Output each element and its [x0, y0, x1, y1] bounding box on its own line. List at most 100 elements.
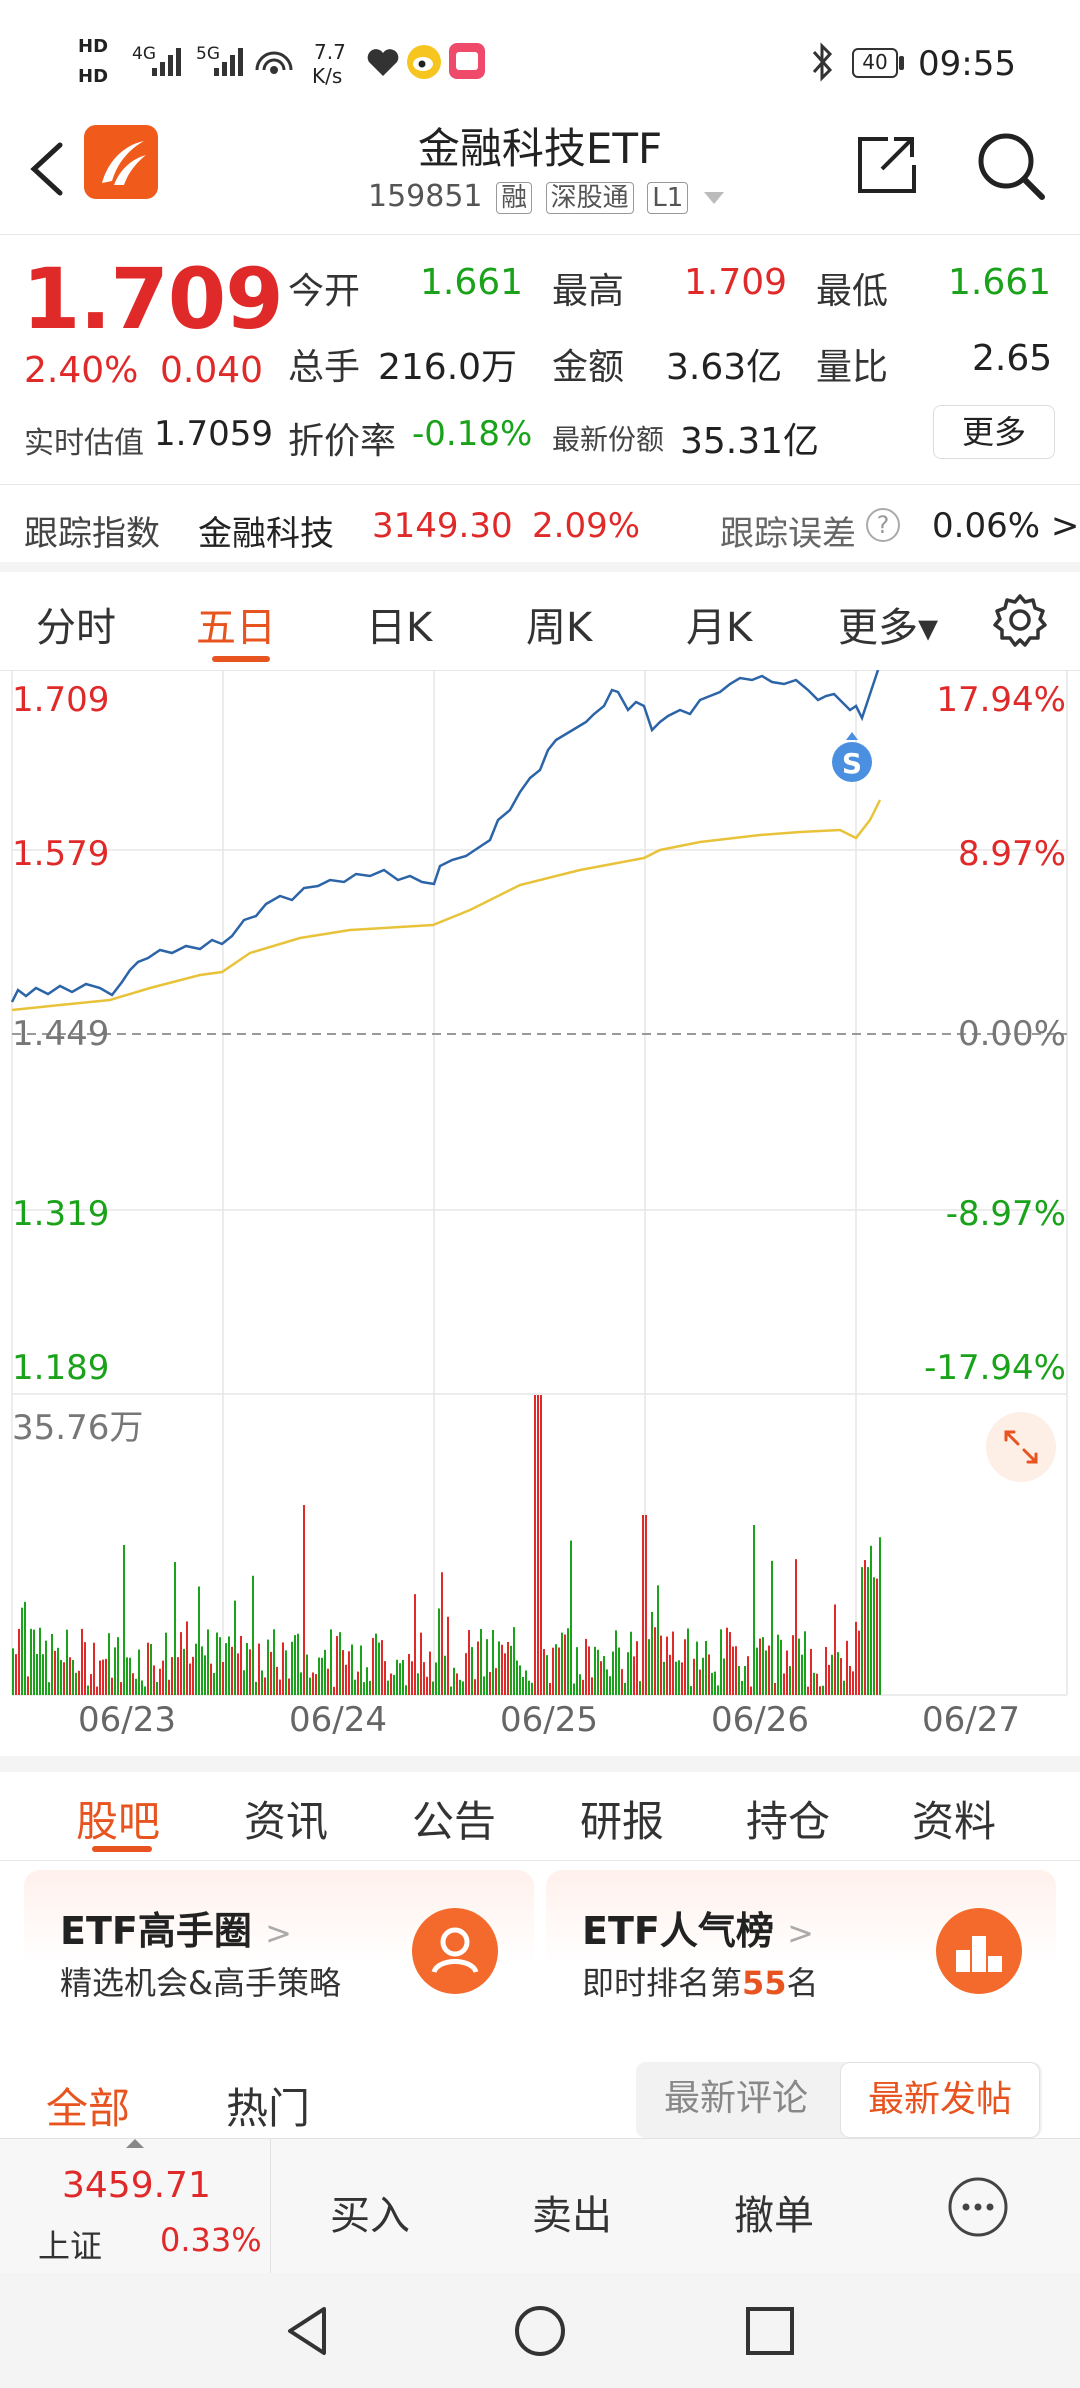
app-notification-icon	[449, 43, 485, 79]
volume-bar	[615, 1630, 617, 1695]
pct-axis-label-mid: 0.00%	[957, 1014, 1066, 1054]
volume-bar	[660, 1635, 662, 1695]
volume-bar	[588, 1646, 590, 1695]
volume-bar	[861, 1567, 863, 1695]
volume-bar	[564, 1634, 566, 1695]
help-icon[interactable]: ?	[866, 508, 900, 542]
volume-bar	[327, 1668, 329, 1695]
feed-tab-hot[interactable]: 热门	[226, 2084, 311, 2133]
hotspot-icon	[255, 51, 293, 74]
share-icon[interactable]	[856, 133, 918, 195]
volume-bar	[258, 1643, 260, 1695]
sort-latest-post[interactable]: 最新发帖	[840, 2062, 1040, 2138]
volume-bar	[72, 1659, 74, 1695]
tab-weekly-k[interactable]: 周K	[526, 605, 593, 651]
change-amount: 0.040	[160, 350, 264, 391]
tracking-index-name[interactable]: 金融科技	[198, 514, 334, 554]
more-quote-button[interactable]: 更多	[933, 405, 1055, 459]
y-axis-label-bottom: 1.189	[12, 1348, 110, 1388]
volume-bar	[654, 1627, 656, 1695]
signal-marker[interactable]	[832, 742, 872, 782]
volume-bar	[246, 1643, 248, 1695]
tab-holdings[interactable]: 持仓	[746, 1797, 831, 1846]
amount-value: 3.63亿	[666, 347, 783, 388]
tab-research[interactable]: 研报	[580, 1797, 665, 1846]
volume-bar	[756, 1647, 758, 1695]
pct-axis-label-lower: -8.97%	[945, 1194, 1066, 1234]
five-day-chart[interactable]: S	[0, 670, 1080, 1700]
heart-app-icon	[367, 49, 399, 76]
nav-recents-icon[interactable]	[744, 2305, 796, 2357]
more-options-icon[interactable]	[946, 2175, 1010, 2239]
tab-daily-k[interactable]: 日K	[366, 605, 433, 651]
group-icon	[431, 1927, 479, 1974]
volume-bar	[738, 1666, 740, 1695]
volume-bar	[159, 1668, 161, 1695]
volume-bar	[642, 1515, 644, 1695]
volume-bar	[807, 1686, 809, 1695]
volume-bar	[126, 1657, 128, 1695]
tab-monthly-k[interactable]: 月K	[686, 605, 753, 651]
iopv-label: 实时估值	[24, 426, 144, 461]
volume-bar	[762, 1637, 764, 1695]
etf-popularity-card[interactable]: ETF人气榜 > 即时排名第55名	[546, 1870, 1056, 2005]
buy-button[interactable]: 买入	[330, 2193, 410, 2239]
market-index-value[interactable]: 3459.71	[62, 2165, 211, 2206]
volume-bar	[864, 1560, 866, 1695]
tracking-error-label: 跟踪误差	[720, 514, 856, 554]
volume-bar	[303, 1505, 305, 1695]
shares-value: 35.31亿	[680, 421, 820, 462]
volume-bar	[177, 1657, 179, 1695]
expand-caret-icon[interactable]	[126, 2139, 144, 2148]
active-tab-underline	[92, 1846, 152, 1852]
card-title-text: ETF高手圈	[60, 1909, 252, 1953]
volume-bar	[744, 1665, 746, 1695]
search-icon[interactable]	[974, 129, 1046, 201]
volume-bar	[99, 1660, 101, 1695]
volume-bar	[729, 1632, 731, 1695]
nav-home-icon[interactable]	[512, 2303, 568, 2359]
volume-bar	[312, 1672, 314, 1695]
tab-announcements[interactable]: 公告	[412, 1797, 497, 1846]
cancel-order-button[interactable]: 撤单	[734, 2193, 814, 2239]
volume-bar	[831, 1654, 833, 1695]
tab-forum[interactable]: 股吧	[76, 1797, 161, 1846]
volume-bar	[33, 1629, 35, 1695]
volume-bar	[702, 1657, 704, 1695]
volume-bar	[480, 1628, 482, 1695]
dropdown-caret-icon[interactable]	[703, 191, 724, 204]
y-axis-label-mid: 1.449	[12, 1014, 110, 1054]
settings-gear-icon[interactable]	[992, 592, 1048, 648]
volume-bar	[306, 1654, 308, 1695]
volume-bar	[216, 1632, 218, 1695]
high-value: 1.709	[684, 262, 788, 303]
volume-bar	[288, 1678, 290, 1695]
volume-bar	[252, 1575, 254, 1695]
tab-profile[interactable]: 资料	[912, 1797, 997, 1846]
volume-max-label: 35.76万	[12, 1408, 144, 1448]
sell-button[interactable]: 卖出	[532, 2193, 612, 2239]
tab-more[interactable]: 更多▾	[838, 605, 939, 651]
sort-latest-comment[interactable]: 最新评论	[663, 2078, 808, 2119]
tab-news[interactable]: 资讯	[244, 1797, 329, 1846]
tracking-error-value[interactable]: 0.06% >	[932, 506, 1080, 546]
volume-bar	[555, 1644, 557, 1695]
volume-bar	[780, 1639, 782, 1695]
back-arrow-icon[interactable]	[24, 139, 68, 199]
tab-intraday[interactable]: 分时	[36, 605, 116, 651]
network-5g-label: 5G	[196, 44, 220, 64]
feed-tab-all[interactable]: 全部	[46, 2084, 131, 2133]
stock-code-line: 159851 融 深股通 L1	[368, 179, 724, 214]
tab-five-day[interactable]: 五日	[196, 605, 276, 651]
volume-bar	[381, 1640, 383, 1695]
etf-expert-circle-card[interactable]: ETF高手圈 > 精选机会&高手策略	[24, 1870, 534, 2005]
volume-bar	[333, 1686, 335, 1695]
volume-bar	[723, 1658, 725, 1695]
volume-bar	[741, 1680, 743, 1695]
volume-bar	[657, 1585, 659, 1695]
nav-back-icon[interactable]	[282, 2303, 332, 2359]
volume-bar	[594, 1646, 596, 1695]
fullscreen-button[interactable]	[986, 1412, 1056, 1482]
volume-bar	[507, 1641, 509, 1695]
volume-bar	[495, 1668, 497, 1695]
